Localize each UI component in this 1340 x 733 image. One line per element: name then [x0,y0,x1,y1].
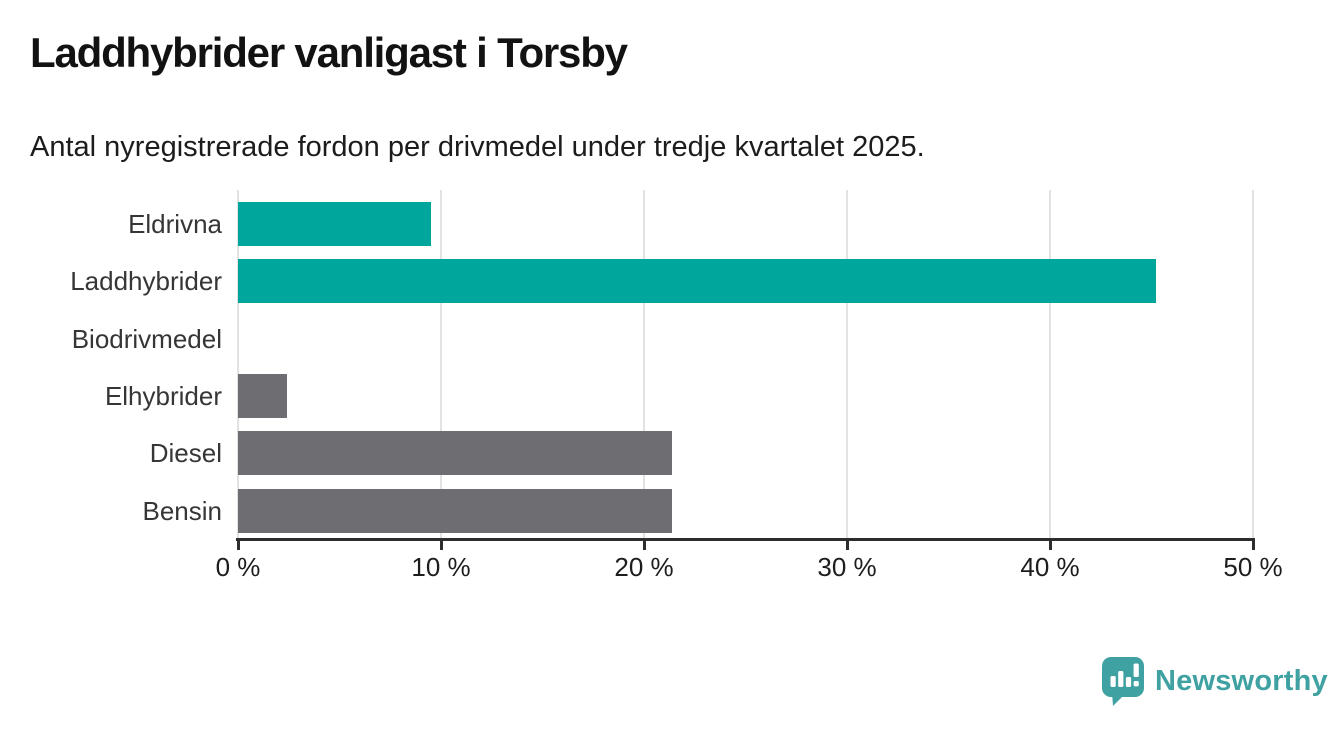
bar-diesel [238,431,673,476]
category-label-elhybrider: Elhybrider [104,380,222,411]
x-axis-tick-label-40: 40 % [1020,552,1080,582]
gridline-30-percent [846,190,848,538]
x-axis-tick-label-0: 0 % [215,552,261,582]
gridline-10-percent [440,190,442,538]
gridline-40-percent [1049,190,1051,538]
newsworthy-logo-icon [1102,657,1144,706]
newsworthy-brand: Newsworthy [1100,655,1328,707]
x-axis-tick-10 [439,541,443,550]
gridline-20-percent [643,190,645,538]
newsworthy-logo-text: Newsworthy [1155,664,1328,697]
category-label-bensin: Bensin [142,495,223,526]
x-axis-tick-20 [642,541,646,550]
category-label-eldrivna: Eldrivna [128,209,222,239]
x-axis-tick-30 [845,541,849,550]
category-label-laddhybrider: Laddhybrider [70,266,222,297]
x-axis-tick-40 [1048,541,1052,550]
bar-elhybrider [238,373,287,418]
gridline-0-percent [237,190,239,538]
gridline-50-percent [1252,190,1254,538]
x-axis-tick-label-10: 10 % [411,552,471,582]
bar-eldrivna [238,202,431,246]
chart-subtitle: Antal nyregistrerade fordon per drivmede… [30,131,925,163]
category-label-diesel: Diesel [149,438,222,469]
x-axis-tick-label-50: 50 % [1223,552,1283,582]
chart-title: Laddhybrider vanligast i Torsby [30,29,628,76]
x-axis-tick-50 [1251,541,1255,550]
x-axis-tick-label-30: 30 % [817,552,877,582]
x-axis-tick-label-20: 20 % [614,552,674,582]
x-axis-line [236,538,1255,541]
bar-laddhybrider [238,259,1156,304]
x-axis-tick-0 [236,541,240,550]
category-label-biodrivmedel: Biodrivmedel [71,323,222,354]
bar-bensin [238,488,673,533]
